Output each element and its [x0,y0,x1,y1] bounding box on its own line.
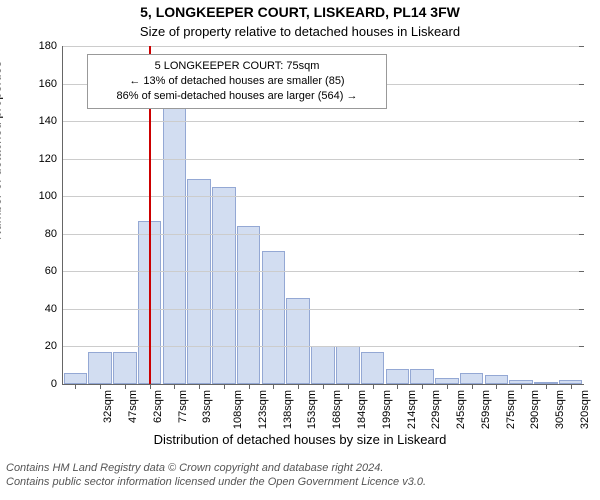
x-tick-mark [150,384,151,389]
x-tick-label: 108sqm [232,390,244,429]
y-tick-mark [579,159,584,160]
x-tick-mark [125,384,126,389]
bar [163,106,187,384]
y-tick-mark [579,234,584,235]
x-tick-mark [323,384,324,389]
y-tick-mark [579,121,584,122]
x-tick-mark [224,384,225,389]
x-tick-label: 47sqm [127,390,139,423]
x-tick-mark [571,384,572,389]
y-tick-label: 60 [45,265,57,277]
x-tick-mark [521,384,522,389]
y-tick-label: 20 [45,340,57,352]
x-tick-mark [348,384,349,389]
x-tick-mark [298,384,299,389]
y-tick-label: 160 [39,78,57,90]
x-tick-label: 275sqm [505,390,517,429]
bar [286,298,310,384]
y-tick-label: 120 [39,153,57,165]
bar [336,346,360,384]
bar [361,352,385,384]
x-tick-mark [546,384,547,389]
y-tick-mark [579,309,584,310]
bar [212,187,236,384]
bar [485,375,509,384]
x-tick-mark [373,384,374,389]
bar [237,226,261,384]
x-tick-label: 229sqm [430,390,442,429]
x-tick-label: 123sqm [257,390,269,429]
x-tick-mark [273,384,274,389]
bar [64,373,88,384]
bar [460,373,484,384]
x-tick-mark [472,384,473,389]
x-tick-label: 259sqm [480,390,492,429]
x-tick-mark [199,384,200,389]
footer-line-2: Contains public sector information licen… [6,475,594,489]
x-tick-label: 168sqm [331,390,343,429]
bar [187,179,211,384]
bar [311,346,335,384]
bar [386,369,410,384]
x-tick-label: 153sqm [307,390,319,429]
x-tick-label: 77sqm [177,390,189,423]
bar [113,352,137,384]
chart-title: 5, LONGKEEPER COURT, LISKEARD, PL14 3FW [0,4,600,20]
chart-subtitle: Size of property relative to detached ho… [0,24,600,39]
y-tick-label: 180 [39,40,57,52]
y-tick-mark [579,196,584,197]
annotation-box: 5 LONGKEEPER COURT: 75sqm← 13% of detach… [87,54,387,109]
x-tick-mark [100,384,101,389]
y-tick-label: 140 [39,115,57,127]
annotation-line: ← 13% of detached houses are smaller (85… [96,74,378,89]
annotation-line: 5 LONGKEEPER COURT: 75sqm [96,59,378,74]
bar [88,352,112,384]
x-tick-label: 245sqm [455,390,467,429]
footer-attribution: Contains HM Land Registry data © Crown c… [6,461,594,490]
bar [262,251,286,384]
x-axis-label: Distribution of detached houses by size … [0,432,600,447]
x-tick-mark [447,384,448,389]
annotation-line: 86% of semi-detached houses are larger (… [96,89,378,104]
y-tick-label: 80 [45,228,57,240]
y-tick-mark [579,384,584,385]
x-tick-label: 214sqm [406,390,418,429]
x-tick-label: 305sqm [554,390,566,429]
x-tick-label: 93sqm [201,390,213,423]
y-axis-label: Number of detached properties [0,61,4,240]
y-tick-label: 0 [51,378,57,390]
y-tick-mark [579,84,584,85]
x-tick-label: 199sqm [381,390,393,429]
x-tick-mark [422,384,423,389]
y-tick-label: 40 [45,303,57,315]
x-tick-label: 320sqm [579,390,591,429]
bar [410,369,434,384]
y-tick-mark [579,346,584,347]
y-tick-mark [579,46,584,47]
x-tick-label: 290sqm [529,390,541,429]
x-tick-label: 32sqm [102,390,114,423]
x-tick-mark [249,384,250,389]
x-tick-label: 62sqm [152,390,164,423]
x-tick-mark [174,384,175,389]
x-tick-label: 138sqm [282,390,294,429]
x-tick-mark [496,384,497,389]
footer-line-1: Contains HM Land Registry data © Crown c… [6,461,594,475]
x-tick-label: 184sqm [356,390,368,429]
y-tick-mark [579,271,584,272]
y-tick-label: 100 [39,190,57,202]
x-tick-mark [75,384,76,389]
x-tick-mark [397,384,398,389]
